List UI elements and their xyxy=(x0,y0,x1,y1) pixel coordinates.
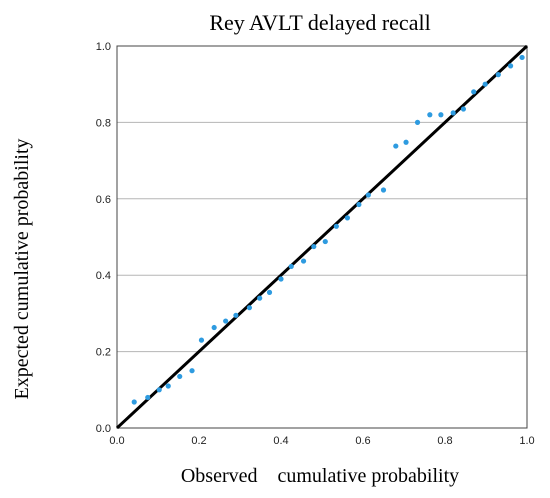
y-tick-label: 0.0 xyxy=(96,423,111,435)
data-point xyxy=(495,72,501,78)
data-point xyxy=(414,119,421,125)
y-tick-label: 0.6 xyxy=(96,194,111,206)
data-point xyxy=(344,215,351,221)
data-points xyxy=(131,54,525,405)
data-point xyxy=(156,387,162,393)
data-point xyxy=(333,223,339,229)
data-point xyxy=(300,258,307,264)
data-point xyxy=(482,81,488,87)
y-tick-label: 1.0 xyxy=(96,41,111,53)
x-axis-title: Observed cumulative probability xyxy=(181,465,459,487)
data-point xyxy=(508,63,514,69)
y-tick-label: 0.2 xyxy=(96,347,111,359)
data-point xyxy=(211,324,217,331)
data-point xyxy=(246,305,253,311)
x-tick-label: 0.4 xyxy=(273,435,288,447)
data-point xyxy=(403,139,409,145)
data-point xyxy=(288,263,294,270)
y-tick-label: 0.4 xyxy=(96,270,111,282)
data-point xyxy=(189,368,195,374)
x-tick-label: 0.6 xyxy=(355,435,370,447)
x-tick-label: 1.0 xyxy=(519,435,534,447)
data-point xyxy=(438,112,444,118)
x-tick-label: 0.0 xyxy=(109,435,124,447)
reference-line xyxy=(115,44,529,430)
data-point xyxy=(223,318,229,324)
data-point xyxy=(131,399,137,405)
data-point xyxy=(177,373,183,380)
y-tick-label: 0.8 xyxy=(96,117,111,129)
data-point xyxy=(365,192,371,198)
x-tick-label: 0.2 xyxy=(191,435,206,447)
chart-title: Rey AVLT delayed recall xyxy=(209,10,430,35)
data-point xyxy=(198,337,205,343)
y-axis-ticks: 0.0 0.2 0.4 0.6 0.8 1.0 xyxy=(96,41,111,435)
data-point xyxy=(266,289,273,295)
data-point xyxy=(460,106,467,112)
data-point xyxy=(471,89,477,95)
data-point xyxy=(278,276,284,282)
data-point xyxy=(322,238,328,245)
x-tick-label: 0.8 xyxy=(437,435,452,447)
y-axis-title: Expected cumulative probability xyxy=(11,138,33,399)
data-point xyxy=(519,54,525,61)
data-point xyxy=(450,110,456,116)
data-point xyxy=(233,312,239,318)
data-point xyxy=(165,383,171,389)
x-axis-ticks: 0.0 0.2 0.4 0.6 0.8 1.0 xyxy=(109,435,534,447)
data-point xyxy=(257,295,263,301)
plot-frame xyxy=(116,45,528,429)
data-point xyxy=(427,112,433,118)
data-point xyxy=(380,187,387,193)
data-point xyxy=(311,243,317,250)
gridlines xyxy=(117,121,527,353)
data-point xyxy=(356,201,362,208)
data-point xyxy=(145,394,151,401)
data-point xyxy=(393,143,399,149)
